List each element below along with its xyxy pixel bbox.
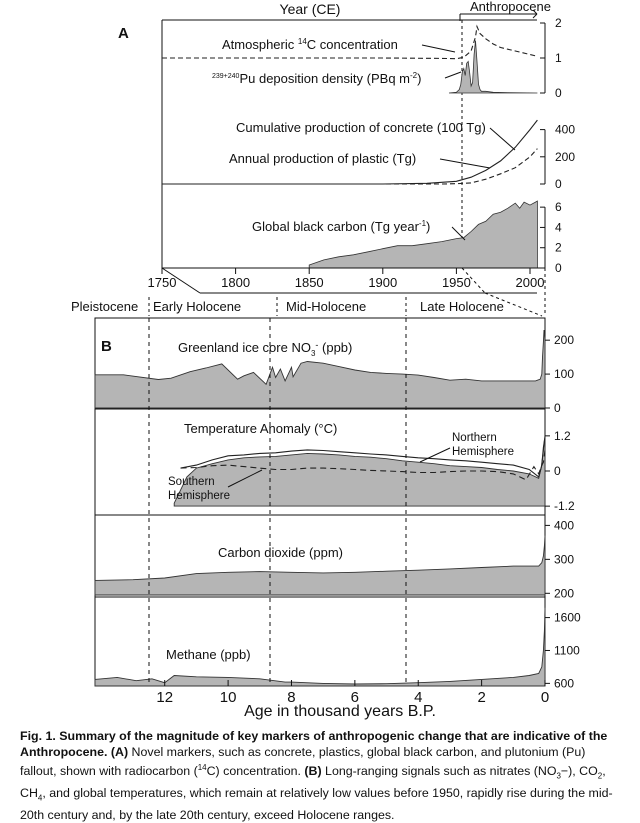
sh-label-2: Hemisphere — [168, 490, 230, 502]
series-northern-hemisphere — [180, 435, 546, 478]
panel-b-epoch-lines — [148, 318, 407, 686]
panel-connectors — [161, 267, 546, 317]
caption-b-text2: −), CO — [560, 764, 598, 779]
black-carbon-leader — [451, 226, 466, 241]
anthropocene-label: Anthropocene — [470, 0, 551, 14]
series-atmospheric-14c-concentration — [162, 24, 538, 60]
methane-label: Methane (ppb) — [166, 647, 251, 662]
age-tick-label: 2 — [477, 689, 485, 706]
caption-title: Fig. 1. Summary of the magnitude of key … — [20, 729, 608, 760]
nh-label: Northern — [452, 432, 497, 444]
nitrate-label: Greenland ice core NO3- (ppb) — [178, 340, 352, 358]
tick-label-temperature-anomaly-c: -1.2 — [554, 499, 575, 513]
age-tick-label: 4 — [414, 689, 422, 706]
tick-label-cumulative-production-of-concrete-100-tg: 400 — [555, 123, 575, 137]
caption-b-text3: , CH — [20, 764, 606, 801]
age-tick-label: 8 — [287, 689, 295, 706]
age-tick-label: 0 — [541, 689, 549, 706]
tick-label-methane-ppb: 1600 — [554, 611, 581, 625]
caption-a-text: Novel markers, such as concrete, plastic… — [20, 745, 586, 779]
series-southern-hemisphere — [180, 450, 546, 481]
series-annual-production-of-plastic-tg — [162, 148, 538, 185]
tick-label-greenland-ice-core-no3-ppb: 200 — [554, 333, 574, 347]
nh-label-2: Hemisphere — [452, 446, 514, 458]
sh-leader — [227, 469, 263, 488]
plastic-label: Annual production of plastic (Tg) — [229, 151, 416, 166]
concrete-label: Cumulative production of concrete (100 T… — [236, 120, 486, 135]
concrete-leader — [489, 127, 516, 151]
year-tick-label: 1850 — [295, 275, 324, 290]
series-greenland-ice-core-no3-ppb — [94, 329, 546, 409]
temperature-label: Temperature Anomaly (°C) — [184, 421, 337, 436]
tick-label-temperature-anomaly-c: 1.2 — [554, 429, 571, 443]
year-tick-label: 1800 — [221, 275, 250, 290]
tick-label-methane-ppb: 1100 — [554, 643, 580, 657]
plastic-leader — [439, 158, 491, 169]
tick-label-carbon-dioxide-ppm: 200 — [554, 586, 574, 600]
epoch-pleistocene: Pleistocene — [71, 299, 138, 314]
year-tick-label: 2000 — [516, 275, 545, 290]
year-tick-label: 1750 — [148, 275, 177, 290]
tick-label-global-black-carbon-tg-year-1: 0 — [555, 261, 562, 275]
tick-label-cumulative-production-of-concrete-100-tg: 0 — [555, 177, 562, 191]
series-carbon-dioxide-ppm — [94, 535, 546, 596]
black-carbon-label: Global black carbon (Tg year-1) — [252, 219, 430, 234]
epoch-late-holocene: Late Holocene — [420, 299, 504, 314]
year-tick-label: 1950 — [442, 275, 471, 290]
c14-label: Atmospheric 14C concentration — [222, 37, 398, 52]
caption-c14-sup: 14 — [197, 763, 207, 773]
age-tick-label: 10 — [220, 689, 237, 706]
age-axis: 12 10 8 6 4 2 0 — [156, 680, 549, 706]
figure-caption: Fig. 1. Summary of the magnitude of key … — [20, 728, 624, 823]
epoch-early-holocene: Early Holocene — [153, 299, 241, 314]
tick-label-atmospheric-14c-concentration: 0 — [555, 86, 562, 100]
series-239-240pu-deposition-density-pbq-m-2 — [448, 40, 538, 94]
tick-label-methane-ppb: 600 — [554, 676, 574, 690]
series-global-black-carbon-tg-year-1 — [308, 200, 538, 269]
caption-b-label: (B) — [304, 764, 322, 779]
nh-leader — [419, 447, 451, 463]
caption-ch4-sub: 4 — [37, 793, 43, 803]
caption-b-text: Long-ranging signals such as nitrates (N… — [321, 764, 557, 779]
pu-leader — [444, 71, 462, 79]
tick-label-global-black-carbon-tg-year-1: 4 — [555, 220, 562, 234]
age-tick-label: 6 — [351, 689, 359, 706]
tick-label-greenland-ice-core-no3-ppb: 100 — [554, 367, 574, 381]
caption-no3-sub: 3 — [556, 772, 561, 781]
tick-label-global-black-carbon-tg-year-1: 2 — [555, 241, 562, 255]
tick-label-temperature-anomaly-c: 0 — [554, 464, 561, 478]
panel-a-label: A — [118, 25, 129, 42]
age-tick-label: 12 — [156, 689, 173, 706]
caption-a-label: (A) — [110, 745, 129, 760]
year-tick-label: 1900 — [368, 275, 397, 290]
figure: A Year (CE) Anthropocene Atmospheric 14C… — [71, 0, 581, 720]
caption-a-text2: C) concentration. — [206, 764, 305, 779]
tick-label-global-black-carbon-tg-year-1: 6 — [555, 200, 562, 214]
caption-b-text4: , and global temperatures, which remain … — [20, 786, 613, 822]
co2-label: Carbon dioxide (ppm) — [218, 545, 343, 560]
tick-label-greenland-ice-core-no3-ppb: 0 — [554, 401, 561, 415]
tick-label-carbon-dioxide-ppm: 400 — [554, 518, 574, 532]
top-axis-title: Year (CE) — [280, 1, 341, 17]
caption-co2-sub: 2 — [597, 772, 603, 781]
sh-label: Southern — [168, 476, 215, 488]
year-axis: 1750 1800 1850 1900 1950 2000 — [148, 267, 545, 290]
bottom-axis-title: Age in thousand years B.P. — [244, 703, 436, 720]
pu-label: 239+240Pu deposition density (PBq m-2) — [212, 71, 421, 86]
c14-leader — [421, 44, 456, 53]
series-methane-ppb — [94, 607, 546, 687]
tick-label-atmospheric-14c-concentration: 2 — [555, 16, 562, 30]
tick-label-carbon-dioxide-ppm: 300 — [554, 552, 574, 566]
epoch-mid-holocene: Mid-Holocene — [286, 299, 366, 314]
tick-label-cumulative-production-of-concrete-100-tg: 200 — [555, 150, 575, 164]
panel-b-label: B — [101, 338, 112, 355]
tick-label-atmospheric-14c-concentration: 1 — [555, 51, 562, 65]
